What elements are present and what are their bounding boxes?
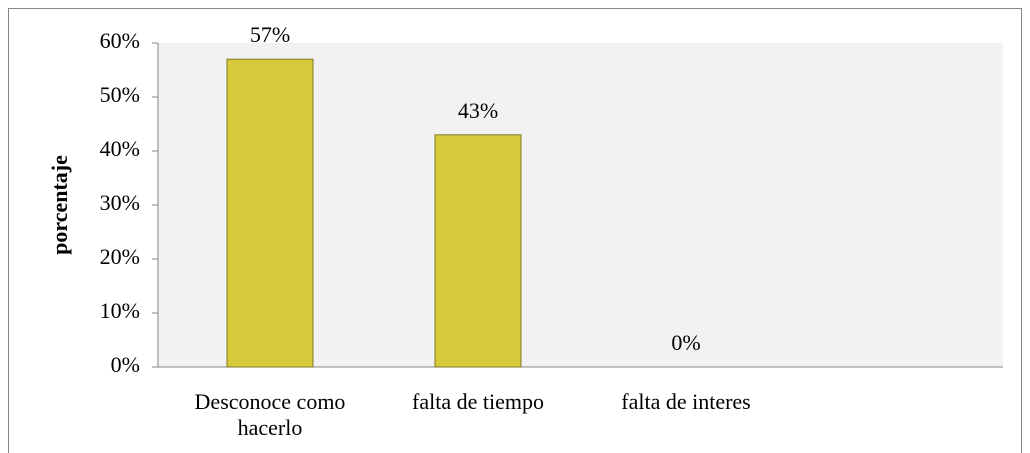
y-tick-label: 20% bbox=[100, 244, 140, 269]
y-tick-label: 40% bbox=[100, 136, 140, 161]
data-label: 43% bbox=[458, 98, 498, 123]
bar bbox=[434, 134, 522, 368]
x-tick-label-box: falta de tiempo bbox=[412, 389, 544, 414]
y-tick-label: 50% bbox=[100, 82, 140, 107]
x-tick-label-box: falta de interes bbox=[621, 389, 751, 414]
data-label: 0% bbox=[671, 330, 700, 355]
data-label: 57% bbox=[250, 22, 290, 47]
y-tick-label: 60% bbox=[100, 28, 140, 53]
y-tick-label: 30% bbox=[100, 190, 140, 215]
y-axis-title: porcentaje bbox=[47, 155, 72, 255]
x-tick-label-box: Desconoce como hacerlo bbox=[194, 389, 346, 440]
x-tick-label: falta de tiempo bbox=[412, 389, 544, 414]
bar bbox=[226, 58, 314, 368]
x-tick-label: Desconoce como hacerlo bbox=[194, 389, 346, 440]
y-tick-label: 10% bbox=[100, 298, 140, 323]
y-tick-label: 0% bbox=[111, 352, 140, 377]
x-tick-label: falta de interes bbox=[621, 389, 751, 414]
